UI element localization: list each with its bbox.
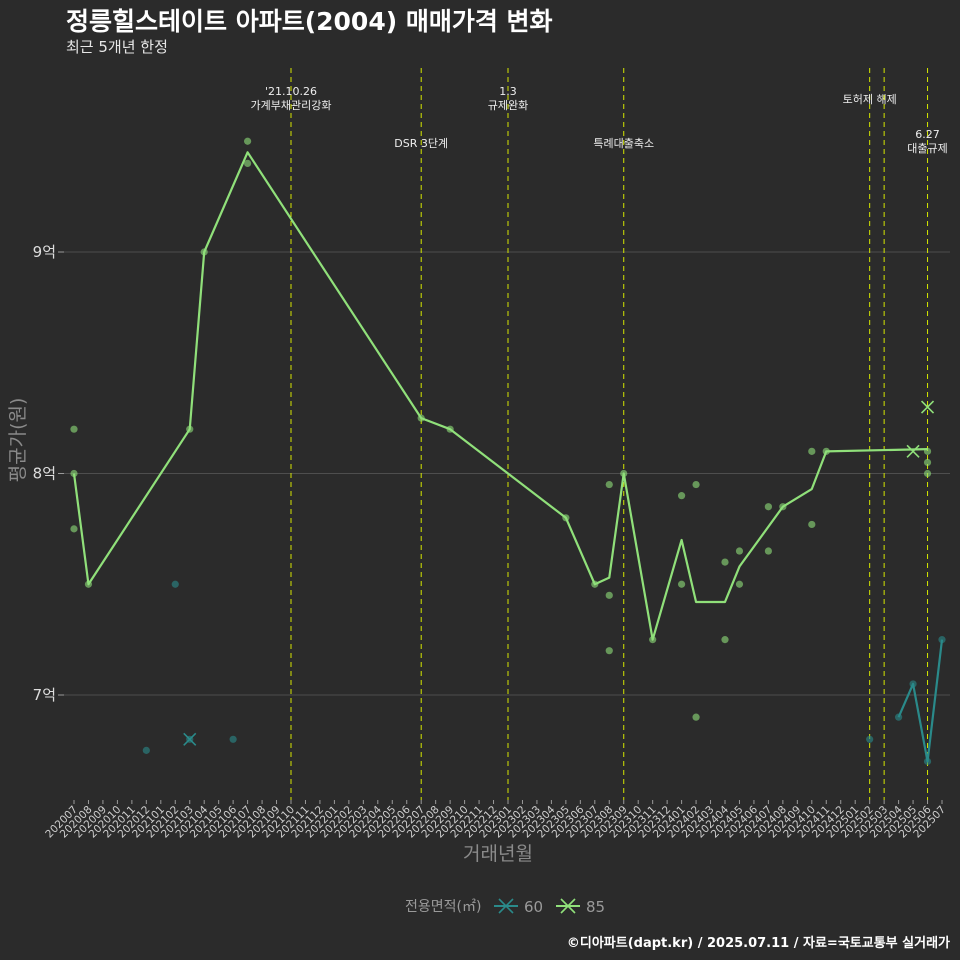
point-85-202407-26 <box>764 547 773 555</box>
data-points <box>70 137 946 766</box>
point-60-202106-3 <box>229 735 237 743</box>
legend-label-60: 60 <box>524 898 543 916</box>
point-60-202507-8 <box>938 636 946 644</box>
point-60-202504-5 <box>895 713 903 721</box>
legend-title: 전용면적(㎡) <box>405 899 481 915</box>
legend-marker-85 <box>560 898 576 914</box>
point-85-202007-0 <box>70 425 78 433</box>
chart-subtitle: 최근 5개년 한정 <box>66 38 168 56</box>
legend-marker-60 <box>498 898 514 914</box>
ytick-label-9: 9억 <box>33 243 56 261</box>
point-85-202305-10 <box>562 514 570 522</box>
point-85-202308-12 <box>605 480 613 489</box>
event-label-202301: 1.3 규제완화 <box>488 85 528 112</box>
ytick-label-8: 8억 <box>33 465 56 483</box>
point-85-202209-9 <box>446 425 454 433</box>
point-85-202405-23 <box>735 547 744 555</box>
marker-85-202505 <box>906 444 920 458</box>
marker-85-202506 <box>920 400 935 414</box>
point-85-202402-20 <box>692 713 700 721</box>
point-85-202408-27 <box>779 503 787 511</box>
point-85-202308-14 <box>605 647 613 655</box>
point-85-202404-22 <box>721 636 729 644</box>
legend-label-85: 85 <box>586 898 605 916</box>
point-85-202404-21 <box>721 558 729 566</box>
point-85-202008-3 <box>84 580 93 588</box>
point-85-202107-6 <box>244 137 252 145</box>
point-85-202402-19 <box>692 480 700 489</box>
point-85-202506-31 <box>923 447 932 455</box>
point-60-202506-7 <box>923 757 932 766</box>
series-lines <box>72 151 944 763</box>
ytick-label-7: 7억 <box>33 686 56 704</box>
gridlines <box>58 251 950 696</box>
point-60-202102-1 <box>171 580 179 588</box>
point-85-202410-29 <box>808 520 816 529</box>
point-85-202410-28 <box>808 447 816 455</box>
series-line-85 <box>72 151 928 641</box>
point-85-202506-32 <box>923 458 932 467</box>
event-label-202502: 토허제 해제 <box>843 92 897 106</box>
event-label-202207: DSR 3단계 <box>394 137 448 150</box>
point-85-202506-33 <box>923 469 932 478</box>
y-axis-label: 평균가(원) <box>7 398 29 483</box>
point-85-202107-7 <box>244 159 252 167</box>
point-85-202307-11 <box>591 580 599 588</box>
event-label-202110: '21.10.26 가계부채관리강화 <box>251 85 332 112</box>
point-60-202502-4 <box>866 735 874 743</box>
point-85-202405-24 <box>735 580 744 588</box>
point-60-202505-6 <box>909 680 917 688</box>
point-60-202012-0 <box>142 746 150 754</box>
point-85-202103-4 <box>186 425 194 433</box>
point-85-202411-30 <box>822 447 830 455</box>
point-85-202401-18 <box>678 580 686 588</box>
marker-60-202103 <box>183 732 197 746</box>
point-85-202401-17 <box>678 492 686 500</box>
point-85-202207-8 <box>417 414 425 422</box>
chart-title: 정릉힐스테이트 아파트(2004) 매매가격 변화 <box>66 7 553 36</box>
legend: 전용면적(㎡) 60 85 <box>405 898 605 916</box>
point-85-202007-1 <box>70 469 78 478</box>
point-85-202309-15 <box>620 469 628 478</box>
point-85-202104-5 <box>200 248 208 256</box>
series-line-60 <box>897 639 944 763</box>
y-axis-ticks: 7억 8억 9억 <box>33 243 64 704</box>
point-85-202308-13 <box>605 591 613 599</box>
point-85-202407-25 <box>764 503 773 511</box>
x-axis-ticks: 2020072020082020092020102020112020122021… <box>43 800 948 840</box>
source-caption: ©디아파트(dapt.kr) / 2025.07.11 / 자료=국토교통부 실… <box>567 935 950 951</box>
event-label-202506: 6.27 대출규제 <box>907 128 947 155</box>
point-85-202007-2 <box>70 525 78 533</box>
point-85-202311-16 <box>649 636 657 644</box>
event-label-202309: 특례대출축소 <box>593 137 654 150</box>
x-axis-label: 거래년월 <box>463 843 533 865</box>
